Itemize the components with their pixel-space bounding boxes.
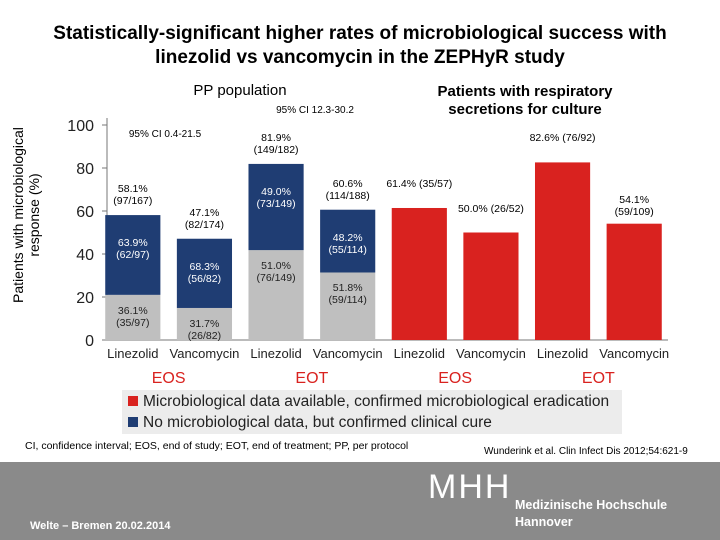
segment-label: 36.1% (35/97)	[116, 304, 150, 329]
y-tick-label: 0	[85, 333, 94, 350]
y-tick-label: 100	[67, 118, 94, 135]
y-tick-label: 20	[76, 290, 94, 307]
y-tick-label: 60	[76, 204, 94, 221]
bar	[248, 163, 304, 251]
institution: Hannover	[515, 515, 573, 529]
y-axis-label: Patients with microbiological response (…	[10, 127, 42, 303]
citation: Wunderink et al. Clin Infect Dis 2012;54…	[484, 446, 688, 457]
slide-title: Statistically-significant higher rates o…	[53, 23, 667, 68]
value-label: 50.0% (26/52)	[457, 202, 524, 215]
group-label: EOT	[582, 370, 615, 387]
group-label: EOT	[295, 370, 328, 387]
y-tick-label: 40	[76, 247, 94, 264]
logo-mark: MHH	[428, 468, 512, 506]
value-label: 82.6% (76/92)	[529, 132, 596, 145]
legend-label: No microbiological data, but confirmed c…	[143, 414, 492, 431]
x-tick-label: Vancomycin	[313, 346, 383, 361]
panel-title: PP population	[193, 82, 287, 99]
segment-label: 31.7% (26/82)	[187, 317, 222, 342]
x-tick-label: Linezolid	[250, 346, 301, 361]
bar	[176, 307, 233, 340]
bar	[105, 294, 161, 340]
segment-label: 51.0% (76/149)	[256, 260, 296, 285]
value-label: 61.4% (35/57)	[386, 177, 453, 190]
bar	[176, 238, 233, 308]
x-tick-label: Vancomycin	[170, 346, 240, 361]
footer-band	[0, 462, 720, 540]
total-label: 58.1% (97/167)	[113, 183, 153, 208]
legend-swatch	[128, 396, 138, 406]
segment-label: 49.0% (73/149)	[256, 185, 296, 210]
total-label: 81.9% (149/182)	[253, 131, 299, 156]
legend-box	[122, 390, 622, 434]
segment-label: 51.8% (59/114)	[328, 282, 367, 307]
ci-label: 95% CI 12.3-30.2	[276, 105, 354, 116]
institution: Medizinische Hochschule	[515, 498, 668, 512]
total-label: 47.1% (82/174)	[184, 206, 224, 231]
x-tick-label: Linezolid	[107, 346, 158, 361]
bar	[463, 232, 519, 340]
bar	[534, 162, 591, 340]
bar	[606, 223, 662, 340]
bar	[105, 215, 161, 295]
total-label: 60.6% (114/188)	[325, 177, 370, 202]
x-tick-label: Linezolid	[537, 346, 588, 361]
x-tick-label: Linezolid	[394, 346, 445, 361]
panel-title: Patients with respiratory secretions for…	[437, 83, 613, 118]
presenter: Welte – Bremen 20.02.2014	[30, 520, 171, 532]
segment-label: 68.3% (56/82)	[187, 260, 222, 285]
bar	[320, 272, 376, 340]
x-tick-label: Vancomycin	[599, 346, 669, 361]
segment-label: 63.9% (62/97)	[116, 237, 150, 262]
x-tick-label: Vancomycin	[456, 346, 526, 361]
value-label: 54.1% (59/109)	[614, 193, 654, 218]
bar	[391, 207, 447, 340]
y-tick-label: 80	[76, 161, 94, 178]
segment-label: 48.2% (55/114)	[328, 231, 367, 256]
bar	[248, 250, 304, 340]
bar	[320, 209, 376, 273]
group-label: EOS	[438, 370, 472, 387]
footnote: CI, confidence interval; EOS, end of stu…	[25, 440, 409, 452]
group-label: EOS	[152, 370, 186, 387]
ci-label: 95% CI 0.4-21.5	[128, 129, 202, 140]
legend-label: Microbiological data available, confirme…	[143, 393, 609, 410]
legend-swatch	[128, 417, 138, 427]
